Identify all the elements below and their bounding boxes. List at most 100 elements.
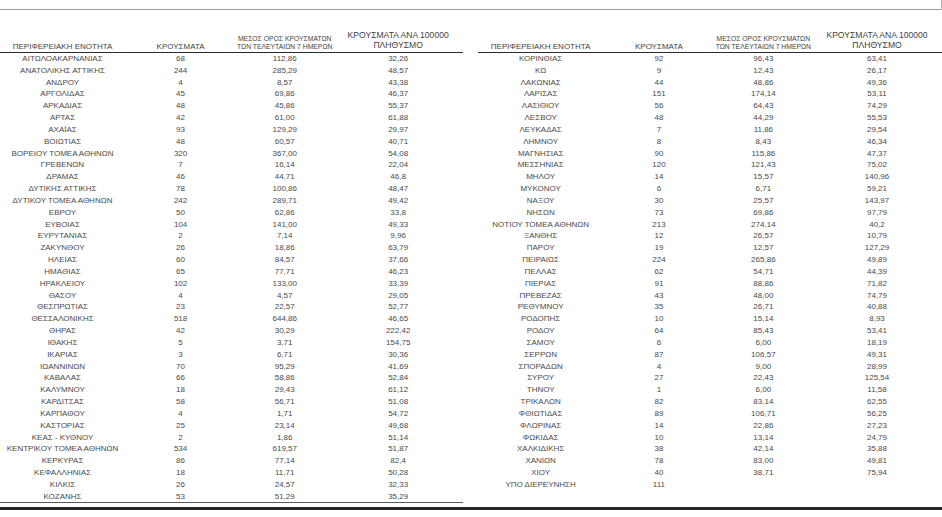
cases-value: 104 [125, 219, 236, 231]
avg7-value: 121,43 [715, 159, 812, 171]
per100k-value: 46,34 [812, 136, 942, 148]
per100k-value: 10,79 [812, 230, 942, 242]
per100k-value: 61,88 [333, 112, 463, 124]
avg7-value: 83,00 [715, 455, 812, 467]
cases-value: 14 [603, 171, 714, 183]
table-row: ΠΕΙΡΑΙΩΣ224265,8649,89 [478, 254, 942, 266]
region-name: ΙΩΑΝΝΙΝΩΝ [0, 361, 125, 373]
region-name: ΓΡΕΒΕΝΩΝ [0, 159, 125, 171]
region-name: ΑΙΤΩΛΟΑΚΑΡΝΑΝΙΑΣ [0, 53, 125, 65]
cases-value: 68 [125, 53, 236, 65]
avg7-value: 24,57 [236, 479, 333, 491]
header-cases: ΚΡΟΥΣΜΑΤΑ [603, 42, 714, 51]
region-name: ΠΡΕΒΕΖΑΣ [478, 290, 603, 302]
cases-value: 92 [603, 53, 714, 65]
per100k-value: 75,02 [812, 159, 942, 171]
per100k-value: 74,79 [812, 290, 942, 302]
avg7-value: 100,86 [236, 183, 333, 195]
region-name: ΛΑΣΙΘΙΟΥ [478, 100, 603, 112]
region-name: ΦΩΚΙΔΑΣ [478, 432, 603, 444]
per100k-value: 22,04 [333, 159, 463, 171]
region-name: ΑΧΑΪΑΣ [0, 124, 125, 136]
table-row: ΑΧΑΪΑΣ93129,2929,97 [0, 124, 463, 136]
header-avg7-line1: ΜΕΣΟΣ ΟΡΟΣ ΚΡΟΥΣΜΑΤΩΝ [236, 35, 333, 43]
per100k-value: 52,84 [333, 372, 463, 384]
region-name: ΛΗΜΝΟΥ [478, 136, 603, 148]
avg7-value: 23,14 [236, 420, 333, 432]
regional-cases-report-page: ΠΕΡΙΦΕΡΕΙΑΚΗ ΕΝΟΤΗΤΑ ΚΡΟΥΣΜΑΤΑ ΜΕΣΟΣ ΟΡΟ… [0, 0, 942, 517]
table-row: ΚΕΑΣ - ΚΥΘΝΟΥ21,8651,14 [0, 432, 463, 444]
region-name: ΧΑΝΙΩΝ [478, 455, 603, 467]
per100k-value: 54,72 [333, 408, 463, 420]
table-row: ΚΕΡΚΥΡΑΣ8677,1482,4 [0, 455, 463, 467]
avg7-value: 1,86 [236, 432, 333, 444]
cases-value: 111 [603, 479, 714, 491]
per100k-value: 35,88 [812, 443, 942, 455]
per100k-value: 125,54 [812, 372, 942, 384]
cases-value: 9 [603, 65, 714, 77]
cases-value: 50 [125, 207, 236, 219]
region-name: ΚΑΡΠΑΘΟΥ [0, 408, 125, 420]
avg7-value: 115,86 [715, 148, 812, 160]
table-row: ΠΡΕΒΕΖΑΣ4348,0074,79 [478, 290, 942, 302]
per100k-value: 63,79 [333, 242, 463, 254]
region-name: ΑΡΤΑΣ [0, 112, 125, 124]
cases-value: 224 [603, 254, 714, 266]
avg7-value: 7,14 [236, 230, 333, 242]
table-row: ΤΗΝΟΥ16,0011,58 [478, 384, 942, 396]
table-row: ΙΘΑΚΗΣ53,71154,75 [0, 337, 463, 349]
table-row: ΔΥΤΙΚΟΥ ΤΟΜΕΑ ΑΘΗΝΩΝ242289,7149,42 [0, 195, 463, 207]
region-name: ΗΜΑΘΙΑΣ [0, 266, 125, 278]
table-row: ΦΩΚΙΔΑΣ1013,1424,79 [478, 432, 942, 444]
avg7-value: 26,57 [715, 230, 812, 242]
cases-table-left: ΠΕΡΙΦΕΡΕΙΑΚΗ ΕΝΟΤΗΤΑ ΚΡΟΥΣΜΑΤΑ ΜΕΣΟΣ ΟΡΟ… [0, 10, 463, 503]
avg7-value: 174,14 [715, 88, 812, 100]
avg7-value: 84,57 [236, 254, 333, 266]
avg7-value: 15,14 [715, 313, 812, 325]
per100k-value: 52,77 [333, 301, 463, 313]
table-row: ΦΛΩΡΙΝΑΣ1422,8627,23 [478, 420, 942, 432]
table-row: ΚΕΝΤΡΙΚΟΥ ΤΟΜΕΑ ΑΘΗΝΩΝ534619,5751,87 [0, 443, 463, 455]
cases-value: 30 [603, 195, 714, 207]
per100k-value: 44,39 [812, 266, 942, 278]
cases-value: 7 [603, 124, 714, 136]
table-row: ΣΥΡΟΥ2722,43125,54 [478, 372, 942, 384]
avg7-value: 11,86 [715, 124, 812, 136]
avg7-value: 22,86 [715, 420, 812, 432]
avg7-value: 6,71 [236, 349, 333, 361]
table-row: ΕΥΒΟΙΑΣ104141,0049,33 [0, 219, 463, 231]
table-row: ΣΑΜΟΥ66,0018,19 [478, 337, 942, 349]
avg7-value: 274,14 [715, 219, 812, 231]
cases-value: 27 [603, 372, 714, 384]
per100k-value: 75,94 [812, 467, 942, 479]
avg7-value: 129,29 [236, 124, 333, 136]
per100k-value: 49,81 [812, 455, 942, 467]
cases-value: 48 [125, 136, 236, 148]
table-header-left: ΠΕΡΙΦΕΡΕΙΑΚΗ ΕΝΟΤΗΤΑ ΚΡΟΥΣΜΑΤΑ ΜΕΣΟΣ ΟΡΟ… [0, 10, 463, 53]
table-row: ΠΙΕΡΙΑΣ9188,8671,82 [478, 278, 942, 290]
per100k-value: 29,54 [812, 124, 942, 136]
per100k-value: 74,29 [812, 100, 942, 112]
per100k-value: 51,08 [333, 396, 463, 408]
region-name: ΑΝΔΡΟΥ [0, 77, 125, 89]
avg7-value: 44,29 [715, 112, 812, 124]
table-row: ΔΡΑΜΑΣ4644,7146,8 [0, 171, 463, 183]
table-row: ΗΜΑΘΙΑΣ6577,7146,23 [0, 266, 463, 278]
avg7-value: 22,43 [715, 372, 812, 384]
cases-value: 18 [125, 467, 236, 479]
avg7-value: 95,29 [236, 361, 333, 373]
region-name: ΚΟΡΙΝΘΙΑΣ [478, 53, 603, 65]
per100k-value: 33,8 [333, 207, 463, 219]
region-name: ΜΥΚΟΝΟΥ [478, 183, 603, 195]
per100k-value: 49,42 [333, 195, 463, 207]
region-name: ΜΑΓΝΗΣΙΑΣ [478, 148, 603, 160]
table-row: ΚΩ912,4326,17 [478, 65, 942, 77]
region-name: ΔΥΤΙΚΗΣ ΑΤΤΙΚΗΣ [0, 183, 125, 195]
region-name: ΥΠΟ ΔΙΕΡΕΥΝΗΣΗ [478, 479, 603, 491]
table-row: ΑΡΚΑΔΙΑΣ4845,8655,37 [0, 100, 463, 112]
avg7-value: 25,57 [715, 195, 812, 207]
region-name: ΠΕΛΛΑΣ [478, 266, 603, 278]
cases-value: 89 [603, 408, 714, 420]
cases-value: 102 [125, 278, 236, 290]
avg7-value: 6,00 [715, 337, 812, 349]
